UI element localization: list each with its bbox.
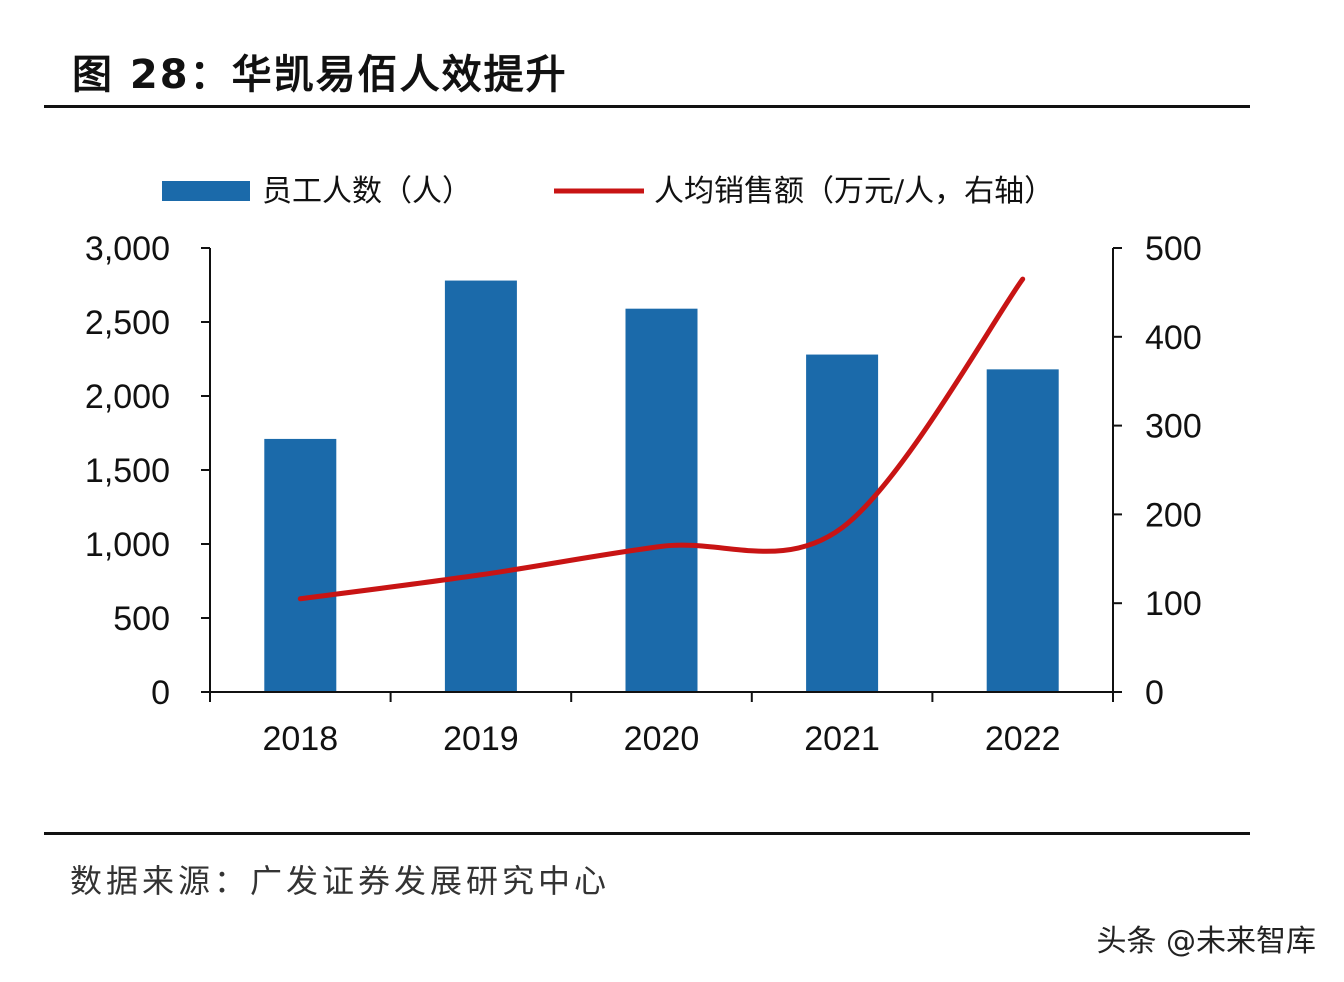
bar-2020 [625, 308, 698, 692]
left-tick-label: 3,000 [85, 230, 170, 268]
title-rule [44, 105, 1250, 108]
source-rule [44, 832, 1250, 835]
left-tick-label: 1,000 [85, 526, 170, 564]
left-tick-label: 1,500 [85, 452, 170, 490]
right-tick-label: 300 [1145, 408, 1202, 446]
chart-title: 图 28：华凯易佰人效提升 [72, 52, 568, 98]
bar-2018 [264, 438, 337, 692]
x-tick-label: 2021 [804, 720, 880, 758]
right-tick-label: 500 [1145, 230, 1202, 268]
bar-2021 [806, 354, 879, 692]
right-tick-label: 400 [1145, 319, 1202, 357]
right-tick-label: 100 [1145, 585, 1202, 623]
bar-2022 [986, 369, 1059, 692]
legend-line-label: 人均销售额（万元/人，右轴） [654, 174, 1054, 209]
left-tick-label: 0 [151, 674, 170, 712]
bar-2019 [444, 280, 517, 692]
source-note: 数据来源：广发证券发展研究中心 [70, 862, 611, 900]
left-tick-label: 2,000 [85, 378, 170, 416]
left-tick-label: 2,500 [85, 304, 170, 342]
watermark: 头条 @未来智库 [1096, 924, 1316, 959]
x-tick-label: 2019 [443, 720, 519, 758]
x-tick-label: 2018 [262, 720, 338, 758]
left-tick-label: 500 [113, 600, 170, 638]
legend-bar-label: 员工人数（人） [262, 174, 472, 209]
line-series [297, 276, 1026, 602]
right-tick-label: 200 [1145, 496, 1202, 534]
legend-bar-swatch [162, 181, 250, 201]
x-tick-label: 2020 [624, 720, 700, 758]
right-tick-label: 0 [1145, 674, 1164, 712]
x-tick-label: 2022 [985, 720, 1061, 758]
